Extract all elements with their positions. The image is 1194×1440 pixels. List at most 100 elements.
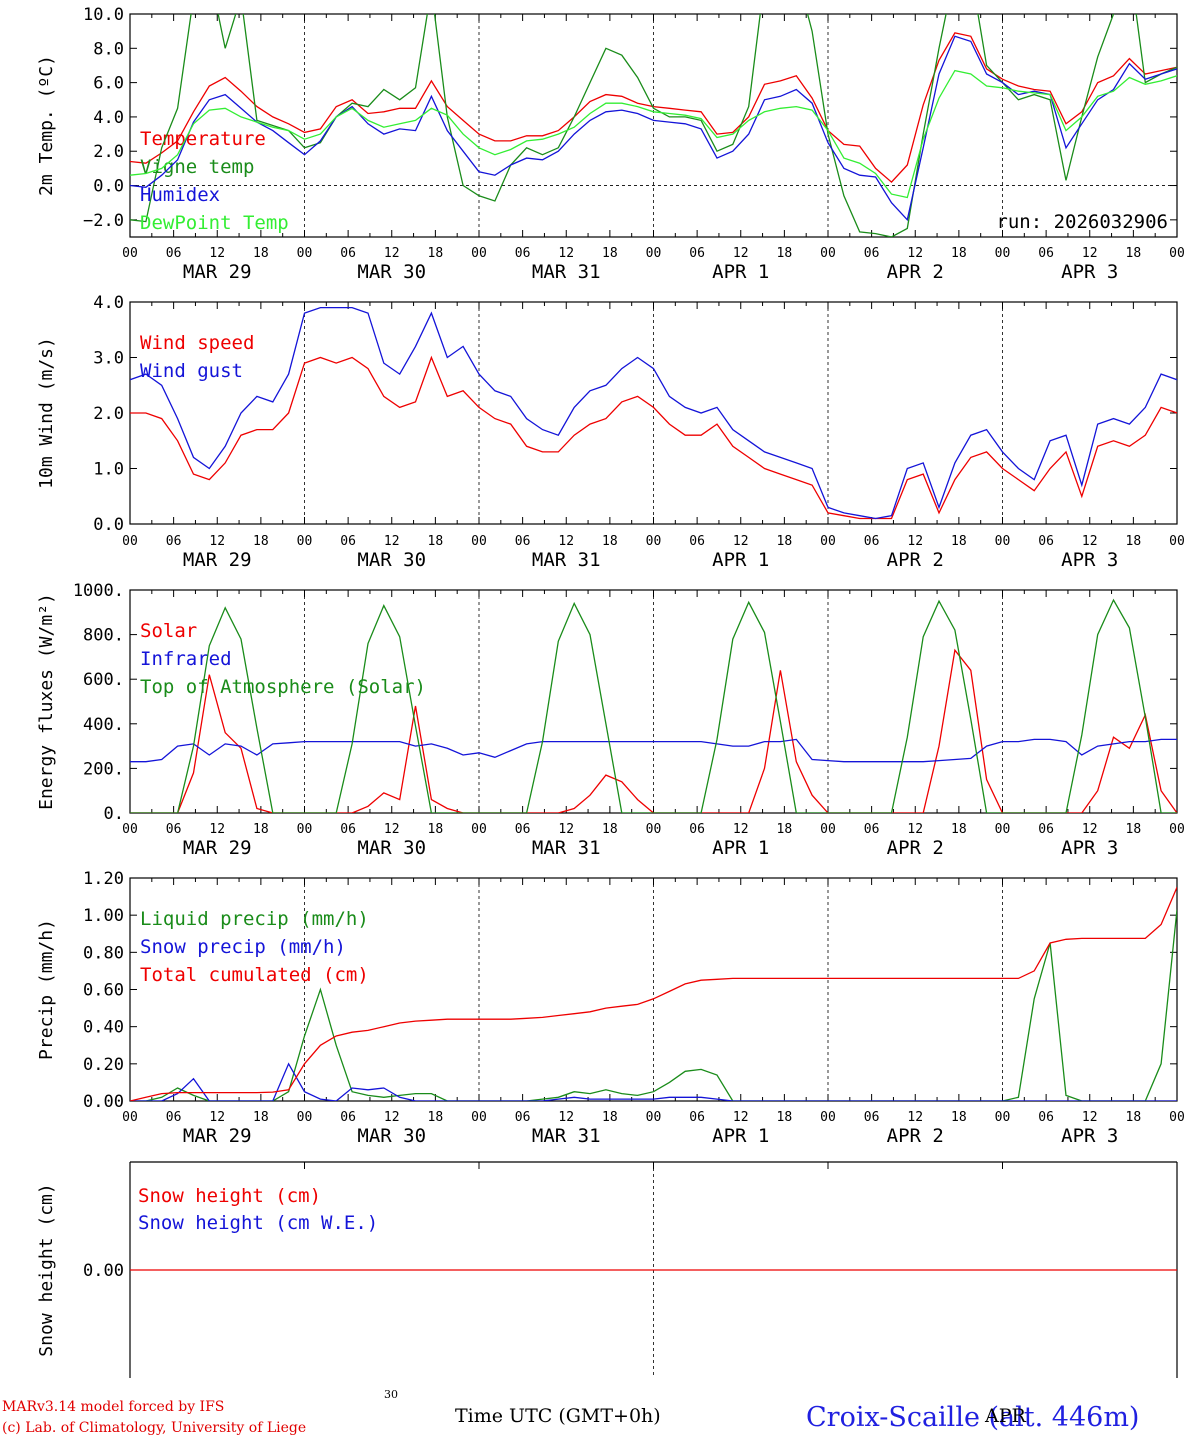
hour-tick-label: 00	[820, 1110, 836, 1125]
hour-tick-label: 18	[1126, 1110, 1142, 1125]
hour-tick-label: 18	[777, 822, 793, 837]
y-tick-label: 0.40	[83, 1018, 124, 1038]
hour-tick-label: 06	[340, 822, 356, 837]
panel-3: 00 06 12 18 00 06 12 18 00 06 12 18 00 06 12 18 00 06 12 18…	[36, 581, 1185, 859]
hour-tick-label: 18	[951, 822, 967, 837]
y-axis-label: 10m Wind (m/s)	[36, 337, 57, 489]
panel-frame	[129, 13, 1178, 238]
hour-tick-label: 12	[384, 246, 400, 261]
y-tick-label: 0.00	[83, 1092, 124, 1112]
y-tick-label: 0.60	[83, 981, 124, 1001]
hour-tick-label: 00	[471, 246, 487, 261]
hour-tick-label: 06	[515, 534, 531, 549]
hour-tick-label: 00	[646, 534, 662, 549]
legend-entry: Temperature	[140, 128, 266, 150]
y-tick-label: 200.	[83, 759, 124, 779]
panel-4: 00 06 12 18 00 06 12 18 00 06 12 18 00 06 12 18 00 06 12 18…	[36, 869, 1185, 1147]
y-tick-label: 1.00	[83, 906, 124, 926]
y-tick-label: 0.0	[93, 177, 124, 197]
hour-tick-label: 18	[253, 822, 269, 837]
hour-tick-label: 00	[820, 246, 836, 261]
hour-tick-label: 06	[864, 1110, 880, 1125]
bottom-tick-label-30: 30	[384, 1388, 398, 1401]
hour-tick-label: 18	[428, 822, 444, 837]
day-label: MAR 31	[532, 549, 601, 571]
hour-tick-label: 06	[166, 822, 182, 837]
series-line-wind-gust	[130, 306, 1177, 520]
hour-tick-label: 12	[558, 246, 574, 261]
day-label: APR 2	[887, 837, 944, 859]
run-annotation: run: 2026032906	[996, 211, 1168, 233]
day-label: APR 3	[1061, 837, 1118, 859]
hour-tick-label: 12	[907, 822, 923, 837]
day-label: APR 1	[712, 837, 769, 859]
day-label: MAR 29	[183, 837, 252, 859]
y-axis-label: Energy fluxes (W/m²)	[36, 593, 57, 810]
y-tick-label: 2.0	[93, 142, 124, 162]
hour-tick-label: 12	[384, 1110, 400, 1125]
series-line-temperature	[130, 32, 1177, 184]
hour-tick-label: 12	[1082, 246, 1098, 261]
hour-tick-label: 06	[515, 246, 531, 261]
series-line-snow-precip-mm-h	[130, 1062, 1177, 1101]
hour-tick-label: 00	[995, 1110, 1011, 1125]
day-label: MAR 31	[532, 837, 601, 859]
hour-tick-label: 18	[602, 822, 618, 837]
hour-tick-label: 18	[777, 534, 793, 549]
legend-entry: DewPoint Temp	[140, 212, 289, 234]
hour-tick-label: 18	[602, 1110, 618, 1125]
hour-tick-label: 18	[1126, 246, 1142, 261]
legend-entry: Humidex	[140, 184, 220, 206]
y-tick-label: −2.0	[83, 211, 124, 231]
hour-tick-label: 18	[1126, 534, 1142, 549]
legend-entry: Snow precip (mm/h)	[140, 936, 346, 958]
hour-tick-label: 18	[777, 1110, 793, 1125]
hour-tick-label: 06	[689, 534, 705, 549]
hour-tick-label: 00	[471, 534, 487, 549]
y-tick-label: 8.0	[93, 39, 124, 59]
hour-tick-label: 06	[689, 246, 705, 261]
day-label: MAR 30	[357, 837, 426, 859]
day-label: APR 1	[712, 261, 769, 283]
day-label: APR 2	[887, 549, 944, 571]
y-tick-label: 1.20	[83, 869, 124, 889]
hour-tick-label: 06	[1038, 534, 1054, 549]
hour-tick-label: 06	[1038, 822, 1054, 837]
hour-tick-label: 00	[297, 822, 313, 837]
hour-tick-label: 00	[646, 246, 662, 261]
hour-tick-label: 00	[646, 1110, 662, 1125]
day-label: MAR 31	[532, 261, 601, 283]
hour-tick-label: 06	[515, 1110, 531, 1125]
hour-tick-label: 00	[122, 246, 138, 261]
station-location-title: Croix-Scaille (alt. 446m)	[806, 1402, 1140, 1433]
hour-tick-label: 12	[907, 1110, 923, 1125]
hour-tick-label: 12	[558, 1110, 574, 1125]
series-line-liquid-precip-mm-h	[130, 909, 1177, 1101]
series-line-wind-speed	[130, 355, 1177, 520]
y-axis-label: Precip (mm/h)	[36, 919, 57, 1060]
hour-tick-label: 00	[297, 534, 313, 549]
hour-tick-label: 18	[428, 534, 444, 549]
day-label: APR 3	[1061, 1125, 1118, 1147]
legend-entry: Snow height (cm W.E.)	[138, 1212, 378, 1234]
series-line-infrared	[130, 738, 1177, 763]
hour-tick-label: 12	[209, 246, 225, 261]
hour-tick-label: 18	[428, 246, 444, 261]
hour-tick-label: 12	[907, 534, 923, 549]
legend-entry: Wind speed	[140, 332, 254, 354]
day-label: APR 3	[1061, 261, 1118, 283]
hour-tick-label: 00	[1169, 534, 1185, 549]
y-tick-label: 1000.	[73, 581, 124, 601]
y-tick-label: 3.0	[93, 349, 124, 369]
hour-tick-label: 18	[777, 246, 793, 261]
hour-tick-label: 00	[820, 534, 836, 549]
y-tick-label: 800.	[83, 626, 124, 646]
hour-tick-label: 00	[995, 246, 1011, 261]
y-tick-label: 2.0	[93, 404, 124, 424]
legend-entry: Wind gust	[140, 360, 243, 382]
hour-tick-label: 06	[166, 534, 182, 549]
y-tick-label: 0.80	[83, 943, 124, 963]
hour-tick-label: 12	[209, 1110, 225, 1125]
legend-entry: Liquid precip (mm/h)	[140, 908, 369, 930]
hour-tick-label: 00	[1169, 822, 1185, 837]
